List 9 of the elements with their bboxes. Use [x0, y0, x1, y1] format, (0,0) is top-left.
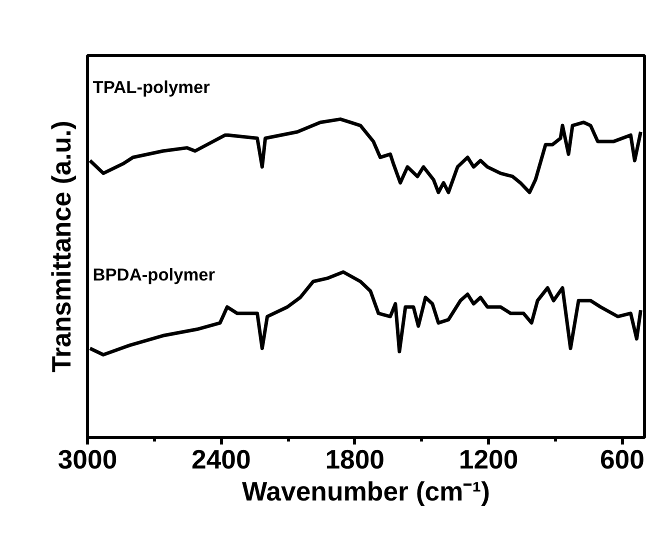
x-tick-label: 600 — [600, 444, 644, 474]
x-tick-label: 3000 — [58, 444, 118, 474]
x-tick-label: 2400 — [192, 444, 251, 474]
series-label: BPDA-polymer — [92, 264, 216, 285]
x-tick-label: 1800 — [325, 444, 385, 474]
y-axis-title: Transmittance (a.u.) — [46, 120, 76, 372]
x-tick-label: 1200 — [458, 444, 518, 474]
text: TPAL-polymer — [92, 76, 210, 97]
x-axis-title: Wavenumber (cm⁻¹) — [242, 476, 490, 506]
